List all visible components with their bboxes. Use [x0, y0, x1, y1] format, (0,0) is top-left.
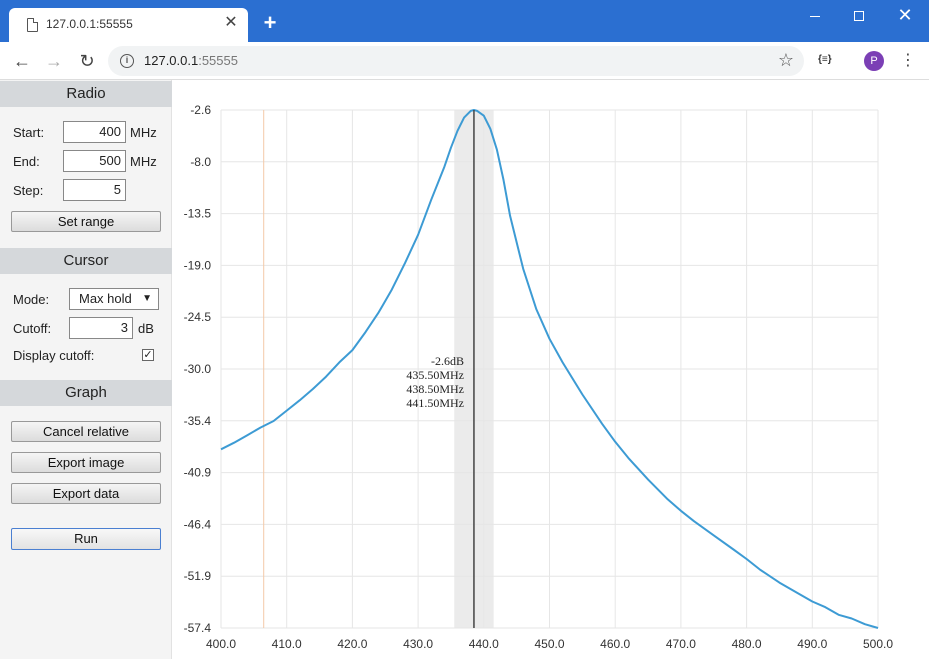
x-tick-label: 460.0 — [600, 637, 630, 651]
cutoff-input[interactable]: 3 — [69, 317, 133, 339]
x-tick-label: 480.0 — [732, 637, 762, 651]
end-label: End: — [13, 154, 40, 169]
browser-titlebar: 127.0.0.1:55555 ✕ + ✕ — [0, 0, 929, 42]
new-tab-icon[interactable]: + — [263, 10, 277, 35]
cursor-label: -2.6dB — [431, 354, 464, 368]
x-tick-label: 430.0 — [403, 637, 433, 651]
spectrum-chart[interactable]: -2.6 -8.0 -13.5 -19.0 -24.5 -30.0 -35.4 -40.9 -4… — [173, 80, 929, 659]
address-bar[interactable]: i 127.0.0.1:55555 ☆ — [108, 46, 804, 76]
dropdown-arrow-icon: ▼ — [142, 293, 152, 304]
step-input[interactable]: 5 — [63, 179, 126, 201]
graph-section-heading: Graph — [0, 380, 172, 406]
tab-close-icon[interactable]: ✕ — [224, 14, 238, 31]
cursor-section-heading: Cursor — [0, 248, 172, 274]
y-tick-label: -8.0 — [190, 155, 211, 169]
x-tick-label: 410.0 — [272, 637, 302, 651]
cutoff-label: Cutoff: — [13, 321, 52, 336]
sidebar: Radio Start: 400 MHz End: 500 MHz Step: … — [0, 80, 172, 659]
y-tick-label: -40.9 — [184, 466, 212, 480]
start-label: Start: — [13, 125, 45, 140]
y-tick-label: -30.0 — [184, 362, 212, 376]
browser-tab[interactable]: 127.0.0.1:55555 ✕ — [9, 8, 248, 42]
mode-select[interactable]: Max hold ▼ — [69, 288, 159, 310]
spectrum-graph[interactable]: -2.6 -8.0 -13.5 -19.0 -24.5 -30.0 -35.4 -40.9 -4… — [173, 80, 929, 659]
mode-select-value: Max hold — [79, 291, 132, 306]
y-tick-label: -2.6 — [190, 103, 211, 117]
browser-toolbar: ← → ↻ i 127.0.0.1:55555 ☆ {≡} P ⋮ — [0, 42, 929, 80]
start-unit: MHz — [130, 125, 157, 140]
cutoff-unit: dB — [138, 321, 154, 336]
export-data-button[interactable]: Export data — [11, 483, 161, 504]
browser-menu-icon[interactable]: ⋮ — [900, 52, 916, 69]
end-frequency-input[interactable]: 500 — [63, 150, 126, 172]
x-tick-label: 490.0 — [797, 637, 827, 651]
profile-avatar-icon[interactable]: P — [864, 51, 884, 71]
y-tick-label: -13.5 — [184, 207, 212, 221]
y-tick-label: -57.4 — [184, 621, 212, 635]
cursor-label: 435.50MHz — [406, 368, 464, 382]
export-image-button[interactable]: Export image — [11, 452, 161, 473]
run-button[interactable]: Run — [11, 528, 161, 550]
extension-icon[interactable]: {≡} — [818, 54, 832, 65]
y-tick-label: -19.0 — [184, 258, 212, 272]
start-frequency-input[interactable]: 400 — [63, 121, 126, 143]
mode-label: Mode: — [13, 292, 50, 307]
url-text: 127.0.0.1:55555 — [144, 53, 238, 68]
x-tick-label: 440.0 — [469, 637, 499, 651]
display-cutoff-label: Display cutoff: — [13, 348, 95, 363]
cancel-relative-button[interactable]: Cancel relative — [11, 421, 161, 442]
maximize-icon[interactable] — [836, 0, 882, 30]
cursor-label: 441.50MHz — [406, 396, 464, 410]
y-tick-label: -35.4 — [184, 414, 212, 428]
display-cutoff-checkbox[interactable]: ✓ — [142, 349, 154, 361]
x-tick-label: 500.0 — [863, 637, 893, 651]
radio-section-heading: Radio — [0, 81, 172, 107]
y-tick-label: -51.9 — [184, 569, 212, 583]
step-label: Step: — [13, 183, 44, 198]
tab-title: 127.0.0.1:55555 — [46, 17, 133, 31]
url-host: 127.0.0.1 — [144, 53, 199, 68]
set-range-button[interactable]: Set range — [11, 211, 161, 232]
minimize-icon[interactable] — [792, 0, 838, 30]
x-tick-label: 470.0 — [666, 637, 696, 651]
bookmark-star-icon[interactable]: ☆ — [777, 50, 794, 70]
url-port: :55555 — [198, 53, 238, 68]
forward-arrow-icon[interactable]: → — [45, 51, 63, 71]
x-tick-label: 420.0 — [337, 637, 367, 651]
window-close-icon[interactable]: ✕ — [897, 5, 913, 25]
back-arrow-icon[interactable]: ← — [13, 51, 31, 71]
y-tick-label: -46.4 — [184, 517, 212, 531]
document-icon — [27, 18, 38, 32]
end-unit: MHz — [130, 154, 157, 169]
x-tick-label: 400.0 — [206, 637, 236, 651]
spectrum-series-line — [220, 109, 879, 629]
reload-icon[interactable]: ↻ — [79, 51, 95, 71]
x-tick-label: 450.0 — [534, 637, 564, 651]
cursor-label: 438.50MHz — [406, 382, 464, 396]
info-icon[interactable]: i — [120, 54, 134, 68]
y-tick-label: -24.5 — [184, 310, 212, 324]
